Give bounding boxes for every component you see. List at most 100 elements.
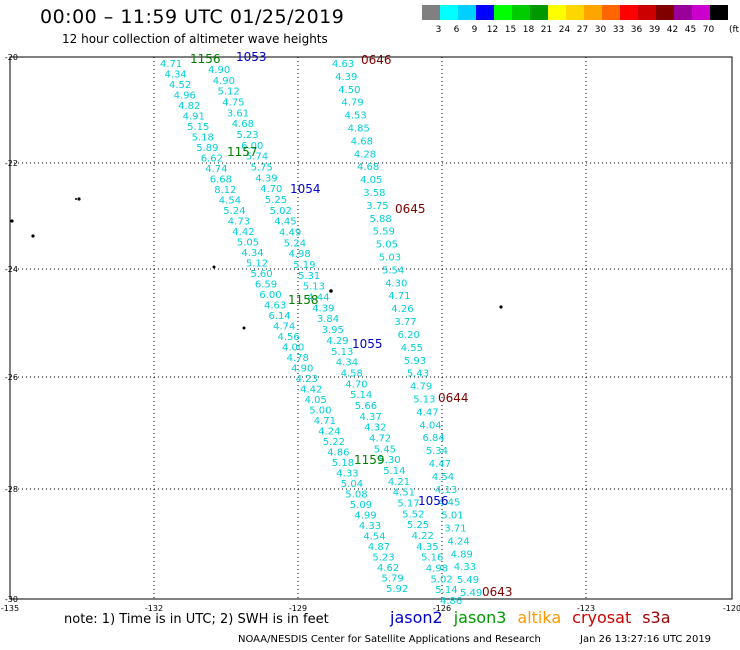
lon-tick-label: -132 [145,604,163,613]
pass-label: 0646 [361,53,392,67]
wave-height-value: 4.79 [341,98,363,109]
wave-height-value: 5.13 [413,395,435,406]
wave-height-value: 4.54 [432,472,454,483]
legend-value: 39 [648,25,661,35]
pass-label: 0645 [395,202,426,216]
wave-height-value: 4.71 [388,291,410,302]
legend-swatch [656,5,674,20]
wave-height-value: 4.34 [336,358,358,369]
pass-label: 1157 [227,145,258,159]
wave-height-value: 5.24 [223,206,245,217]
wave-height-value: 4.50 [338,85,360,96]
wave-height-value: 4.26 [391,304,413,315]
wave-height-value: 3.84 [317,314,339,325]
wave-height-value: 4.45 [438,498,460,509]
wave-height-value: 5.34 [426,446,448,457]
wave-height-value: 4.62 [377,563,399,574]
wave-height-value: 4.74 [273,322,295,333]
wave-height-value: 5.45 [374,444,396,455]
wave-height-value: 4.32 [364,423,386,434]
wave-height-value: 4.54 [363,532,385,543]
wave-height-value: 5.02 [431,574,453,585]
legend-unit: (ft) [729,25,740,35]
wave-height-value: 4.78 [287,353,309,364]
legend-swatch [566,5,584,20]
legend-value: 6 [453,25,460,35]
wave-height-value: 3.77 [394,317,416,328]
wave-height-value: 4.68 [351,136,373,147]
wave-height-value: 3.58 [363,188,385,199]
island [75,198,77,200]
wave-height-value: 4.86 [327,448,349,459]
wave-height-value: 5.13 [303,282,325,293]
wave-height-value: 4.91 [183,112,205,123]
wave-height-value: 5.14 [383,466,405,477]
wave-height-value: 4.24 [448,536,470,547]
wave-height-value: 4.63 [264,301,286,312]
legend-swatch [692,5,710,20]
wave-height-value: 5.17 [397,499,419,510]
wave-height-value: 5.13 [331,347,353,358]
wave-height-value: 4.63 [332,59,354,70]
wave-height-value: 4.37 [360,412,382,423]
wave-height-value: 5.31 [298,271,320,282]
lon-tick-label: -126 [433,604,451,613]
wave-height-value: 5.43 [407,369,429,380]
wave-height-value: 4.30 [385,278,407,289]
satellite-name: jason2 [390,608,443,627]
island [329,289,333,293]
wave-height-value: 4.79 [410,382,432,393]
legend-value: 42 [666,25,679,35]
legend-value: 24 [558,25,571,35]
wave-height-value: 6.00 [259,290,281,301]
wave-height-value: 5.25 [407,520,429,531]
longitude-tick-labels: -135 -132 -129 -126 -123 -120 [1,604,740,613]
lat-tick-label: -30 [5,595,18,604]
wave-height-value: 5.12 [246,259,268,270]
pass-label: 1158 [288,293,319,307]
legend-swatch [422,5,440,20]
wave-height-value: 4.71 [314,416,336,427]
wave-height-value: 5.16 [421,553,443,564]
wave-height-value: 4.51 [393,488,415,499]
wave-height-value: 4.99 [354,511,376,522]
wave-height-value: 4.44 [307,293,329,304]
latitude-tick-labels: -20 -22 -24 -26 -28 -30 [5,53,18,604]
generated-timestamp: Jan 26 13:27:16 UTC 2019 [580,634,712,645]
wave-height-value: 4.39 [335,72,357,83]
wave-height-value: 6.59 [255,280,277,291]
pass-label: 0644 [438,391,469,405]
island [10,219,14,223]
legend-swatch [638,5,656,20]
wave-height-value: 5.23 [236,130,258,141]
wave-height-value: 4.04 [419,420,441,431]
island [499,305,503,309]
wave-height-value: 4.55 [401,343,423,354]
graticule [10,57,732,599]
wave-height-value: 6.62 [201,154,223,165]
wave-height-value: 5.30 [378,455,400,466]
lat-tick-label: -22 [5,159,18,168]
wave-height-value: 4.23 [296,374,318,385]
pass-labels: 1156 1053 0646 1157 1054 0645 1158 1055 0644 1159… [190,50,513,599]
wave-height-value: 4.05 [305,395,327,406]
map-frame [9,56,733,600]
legend-swatch [710,5,728,20]
legend-value: 36 [630,25,643,35]
wave-height-value: 4.29 [326,336,348,347]
wave-height-value: 4.47 [416,407,438,418]
wave-height-value: 4.33 [336,469,358,480]
lat-tick-label: -24 [5,265,18,274]
wave-height-value: 5.14 [435,585,457,596]
wave-height-value: 4.90 [291,364,313,375]
wave-height-value: 4.05 [360,175,382,186]
wave-height-value: 4.75 [222,98,244,109]
wave-height-value: 5.14 [350,390,372,401]
legend-swatch [476,5,494,20]
legend-value: 27 [576,25,589,35]
wave-height-value: 5.74 [246,152,268,163]
legend-value: 21 [540,25,553,35]
wave-height-value: 4.68 [232,119,254,130]
wave-height-value: 5.09 [350,500,372,511]
pass-label: 1055 [352,337,383,351]
